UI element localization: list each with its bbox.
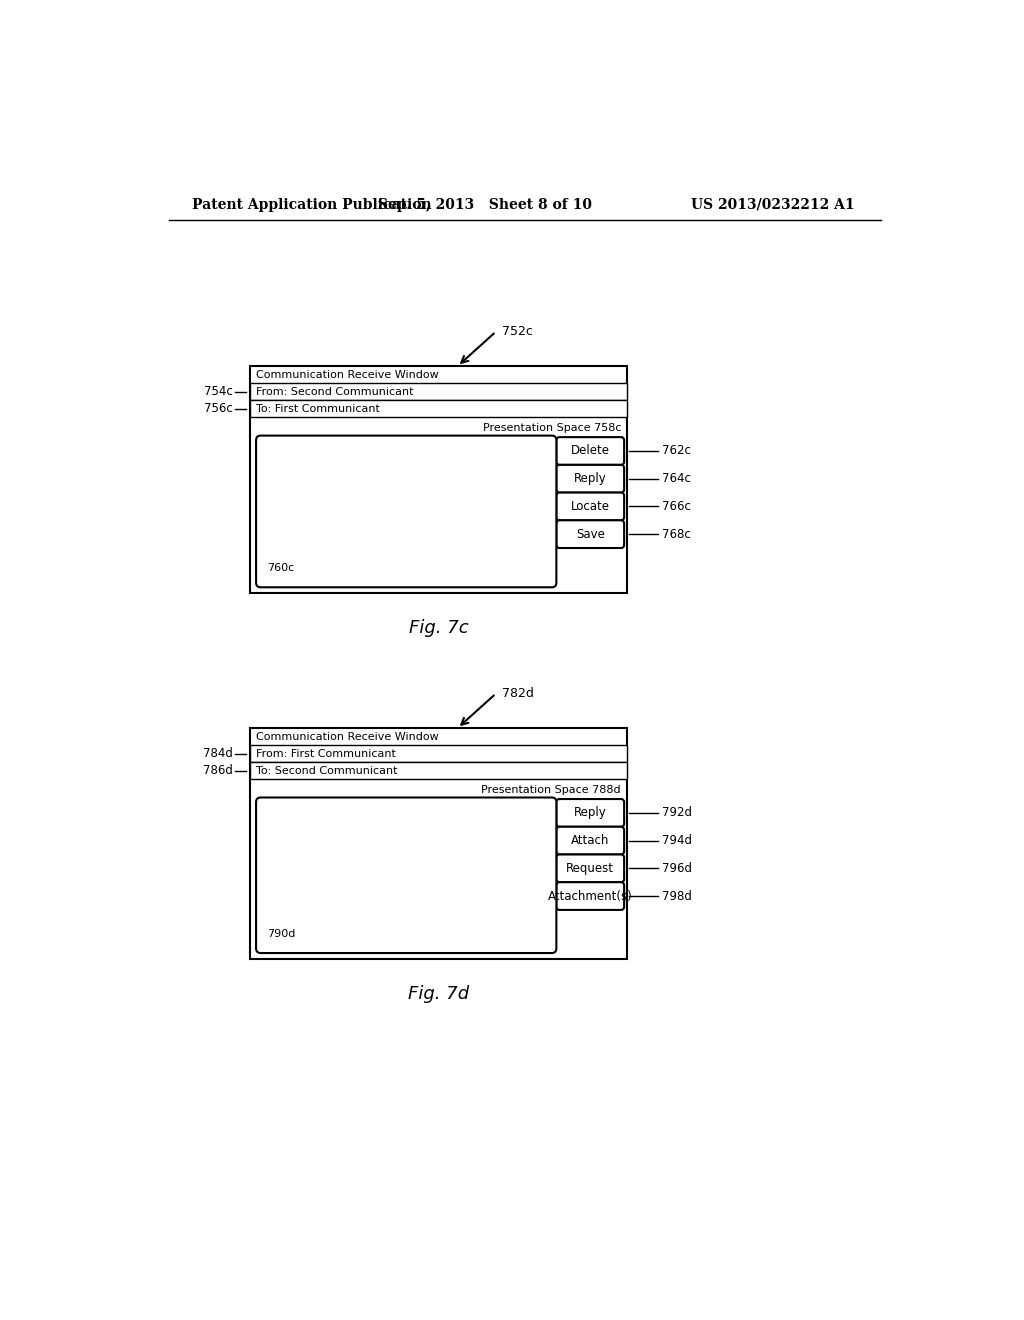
Text: Fig. 7d: Fig. 7d	[408, 985, 469, 1003]
FancyBboxPatch shape	[250, 744, 628, 762]
Text: Presentation Space 788d: Presentation Space 788d	[481, 785, 621, 795]
Text: Communication Receive Window: Communication Receive Window	[256, 731, 439, 742]
Text: Delete: Delete	[570, 445, 609, 458]
Text: 754c: 754c	[204, 385, 233, 399]
Text: Reply: Reply	[573, 807, 606, 820]
FancyBboxPatch shape	[556, 799, 625, 826]
Text: Attachment(s): Attachment(s)	[548, 890, 633, 903]
Text: To: First Communicant: To: First Communicant	[256, 404, 380, 413]
FancyBboxPatch shape	[556, 437, 625, 465]
Text: 790d: 790d	[267, 929, 295, 940]
FancyBboxPatch shape	[556, 465, 625, 492]
Text: 752c: 752c	[502, 325, 532, 338]
FancyBboxPatch shape	[556, 854, 625, 882]
FancyBboxPatch shape	[256, 797, 556, 953]
Text: 762c: 762c	[662, 445, 691, 458]
Text: Save: Save	[575, 528, 605, 541]
Text: Patent Application Publication: Patent Application Publication	[193, 198, 432, 211]
Text: US 2013/0232212 A1: US 2013/0232212 A1	[691, 198, 854, 211]
FancyBboxPatch shape	[556, 882, 625, 909]
FancyBboxPatch shape	[250, 383, 628, 400]
Text: 784d: 784d	[203, 747, 233, 760]
Text: 792d: 792d	[662, 807, 692, 820]
Text: 766c: 766c	[662, 500, 691, 513]
Text: Reply: Reply	[573, 473, 606, 486]
Text: Presentation Space 758c: Presentation Space 758c	[482, 422, 621, 433]
Text: 782d: 782d	[502, 686, 534, 700]
Text: From: First Communicant: From: First Communicant	[256, 748, 396, 759]
Text: Sep. 5, 2013   Sheet 8 of 10: Sep. 5, 2013 Sheet 8 of 10	[378, 198, 592, 211]
FancyBboxPatch shape	[250, 400, 628, 417]
Text: Fig. 7c: Fig. 7c	[409, 619, 468, 638]
FancyBboxPatch shape	[250, 762, 628, 779]
Text: 796d: 796d	[662, 862, 692, 875]
Text: Attach: Attach	[571, 834, 609, 847]
FancyBboxPatch shape	[556, 826, 625, 854]
Text: Locate: Locate	[570, 500, 609, 513]
Text: 764c: 764c	[662, 473, 691, 486]
Text: 798d: 798d	[662, 890, 692, 903]
Text: 768c: 768c	[662, 528, 690, 541]
Text: Communication Receive Window: Communication Receive Window	[256, 370, 439, 380]
Text: 760c: 760c	[267, 564, 294, 573]
Text: 786d: 786d	[203, 764, 233, 777]
Text: To: Second Communicant: To: Second Communicant	[256, 766, 397, 776]
Text: 794d: 794d	[662, 834, 692, 847]
Text: 756c: 756c	[204, 403, 233, 416]
Text: Request: Request	[566, 862, 614, 875]
FancyBboxPatch shape	[250, 729, 628, 960]
FancyBboxPatch shape	[556, 520, 625, 548]
FancyBboxPatch shape	[250, 367, 628, 594]
FancyBboxPatch shape	[556, 492, 625, 520]
FancyBboxPatch shape	[256, 436, 556, 587]
Text: From: Second Communicant: From: Second Communicant	[256, 387, 414, 397]
